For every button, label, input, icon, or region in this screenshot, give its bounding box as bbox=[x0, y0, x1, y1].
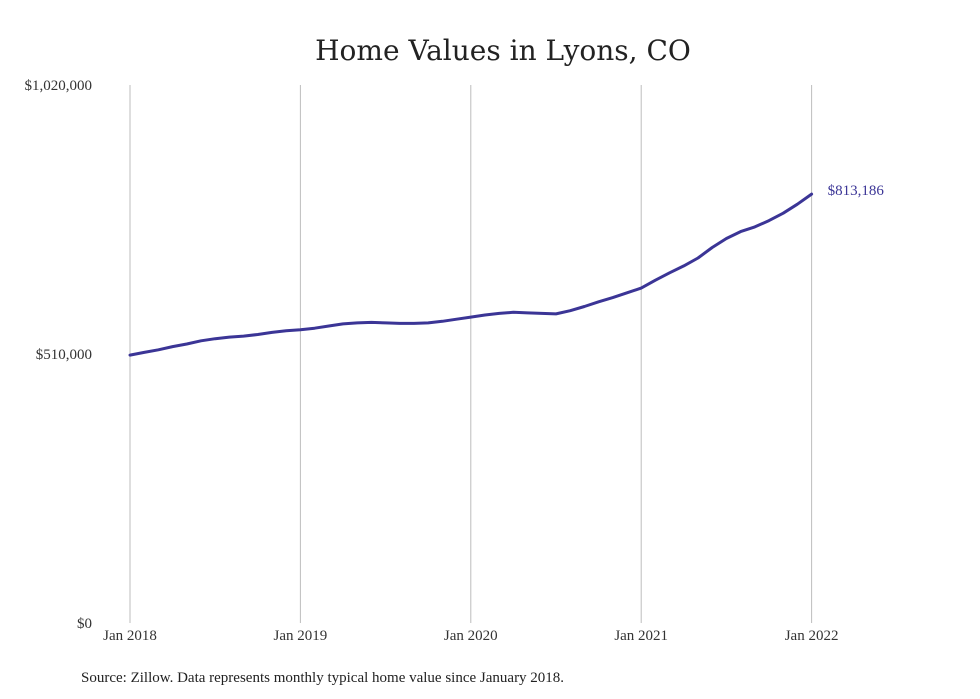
series-line bbox=[128, 192, 814, 357]
x-axis-ticks: Jan 2018 Jan 2019 Jan 2020 Jan 2021 Jan 2022 bbox=[103, 628, 838, 644]
end-value-label: $813,186 bbox=[828, 183, 885, 199]
gridlines bbox=[129, 85, 813, 623]
x-tick-label: Jan 2020 bbox=[444, 628, 498, 644]
chart-title: Home Values in Lyons, CO bbox=[315, 34, 691, 67]
y-tick-label: $510,000 bbox=[36, 347, 92, 363]
x-tick-label: Jan 2018 bbox=[103, 628, 157, 644]
series-layer bbox=[128, 192, 814, 357]
y-tick-label: $1,020,000 bbox=[25, 78, 93, 94]
x-tick-label: Jan 2019 bbox=[274, 628, 328, 644]
source-note: Source: Zillow. Data represents monthly … bbox=[81, 670, 564, 686]
y-axis-ticks: $0 $510,000 $1,020,000 bbox=[25, 78, 93, 632]
y-tick-label: $0 bbox=[77, 616, 92, 632]
x-tick-label: Jan 2021 bbox=[614, 628, 668, 644]
x-tick-label: Jan 2022 bbox=[785, 628, 839, 644]
